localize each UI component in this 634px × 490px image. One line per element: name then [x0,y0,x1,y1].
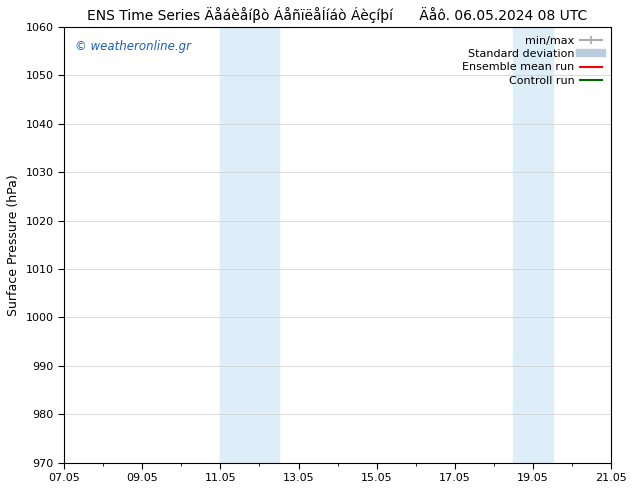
Legend: min/max, Standard deviation, Ensemble mean run, Controll run: min/max, Standard deviation, Ensemble me… [459,32,605,89]
Y-axis label: Surface Pressure (hPa): Surface Pressure (hPa) [7,174,20,316]
Bar [514,27,553,463]
Title: ENS Time Series Äåáèåíβò ÁåñïëåÍíáò Áèçíþí      Äåô. 06.05.2024 08 UTC: ENS Time Series Äåáèåíβò ÁåñïëåÍíáò Áèçí… [87,7,588,23]
Text: © weatheronline.gr: © weatheronline.gr [75,40,191,53]
Bar [221,27,279,463]
